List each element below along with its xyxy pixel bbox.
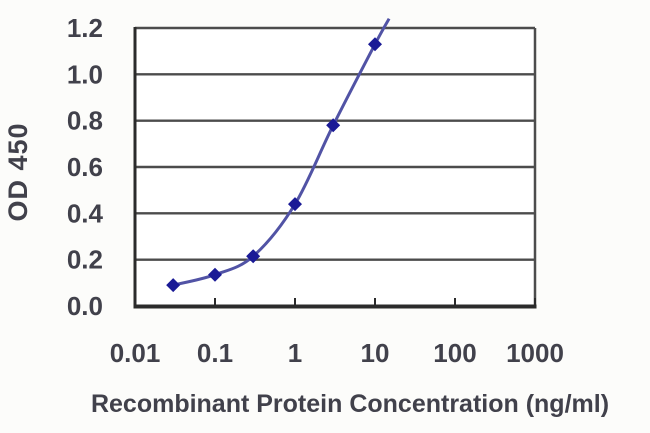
data-point-marker — [326, 118, 341, 133]
data-point-marker — [288, 197, 302, 212]
y-tick-label: 1.2 — [67, 13, 103, 43]
x-tick-label: 0.01 — [110, 338, 161, 368]
y-tick-label: 0.2 — [67, 245, 103, 275]
y-tick-label: 0.6 — [67, 152, 103, 182]
data-point-marker — [166, 278, 181, 293]
y-tick-label: 0.4 — [67, 198, 104, 228]
x-tick-label: 1000 — [506, 338, 564, 368]
y-tick-label: 1.0 — [67, 59, 103, 89]
data-point-marker — [246, 249, 261, 264]
y-tick-label: 0.0 — [67, 291, 103, 321]
data-point-marker — [208, 267, 222, 282]
y-tick-label: 0.8 — [67, 106, 103, 136]
data-series — [166, 17, 391, 293]
x-tick-label: 100 — [433, 338, 476, 368]
x-tick-labels: 0.01 0.1 1 10 100 1000 — [110, 338, 564, 368]
y-tick-labels: 0.0 0.2 0.4 0.6 0.8 1.0 1.2 — [67, 13, 104, 321]
y-axis-title: OD 450 — [3, 122, 33, 221]
x-tick-label: 10 — [361, 338, 390, 368]
data-point-marker — [368, 37, 382, 52]
x-axis-ticks — [134, 298, 536, 306]
x-tick-label: 0.1 — [197, 338, 233, 368]
plot-borders — [133, 26, 537, 309]
x-axis-title: Recombinant Protein Concentration (ng/ml… — [91, 390, 609, 418]
x-tick-label: 1 — [288, 338, 302, 368]
